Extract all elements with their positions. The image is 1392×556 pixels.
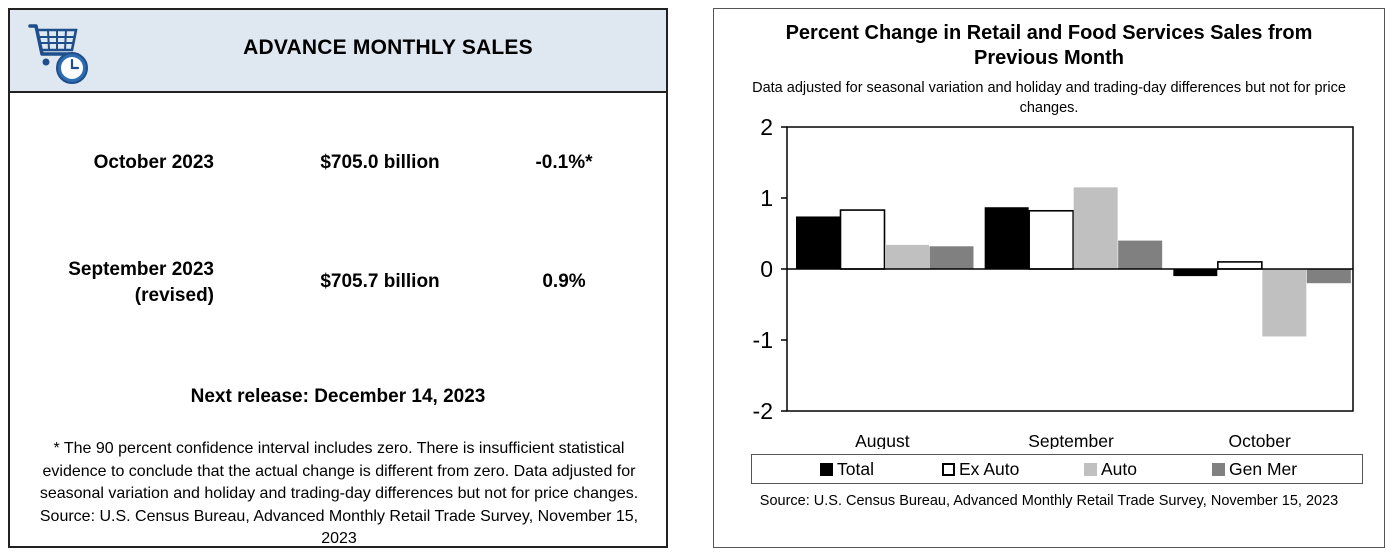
legend-label: Gen Mer [1229, 459, 1298, 479]
x-category-label: October [1229, 431, 1291, 449]
bar-ex-auto [1217, 261, 1263, 270]
chart-panel: Percent Change in Retail and Food Servic… [713, 8, 1385, 548]
bar-auto [1262, 269, 1307, 337]
chart-subtitle: Data adjusted for seasonal variation and… [752, 80, 1346, 116]
bar-gen-mer [1306, 269, 1351, 284]
row-percent-change: 0.9% [542, 271, 586, 292]
bar-gen-mer [929, 246, 974, 269]
bar-ex-auto [839, 209, 886, 270]
legend-label: Auto [1101, 459, 1137, 479]
bar-total [984, 207, 1029, 269]
legend-swatch [1212, 462, 1225, 476]
row-month-label: October 2023 [93, 152, 214, 173]
bar-total [796, 216, 840, 269]
row-month-sublabel: (revised) [134, 285, 214, 306]
row-sales-value: $705.7 billion [320, 271, 440, 292]
x-category-label: September [1028, 431, 1114, 449]
y-tick-label: 1 [760, 185, 773, 211]
row-sales-value: $705.0 billion [320, 152, 440, 173]
bar-chart: 2 1 0 -1 -2 August September October [753, 114, 1354, 449]
row-percent-change: -0.1%* [535, 152, 593, 173]
legend-swatch [942, 462, 955, 476]
bar-auto [1073, 187, 1118, 269]
legend-swatch [1084, 462, 1097, 476]
bar-total [1173, 269, 1218, 277]
row-month-label: September 2023 [68, 259, 214, 280]
legend-swatch [820, 462, 833, 476]
chart-legend: Total Ex Auto Auto Gen Mer [751, 454, 1363, 484]
y-tick-label: 0 [760, 256, 773, 282]
y-tick-label: -2 [753, 398, 773, 424]
footnote-text: * The 90 percent confidence interval inc… [39, 440, 639, 547]
summary-title: ADVANCE MONTHLY SALES [243, 36, 533, 59]
legend-item-ex-auto: Ex Auto [942, 459, 1019, 479]
shopping-cart-clock-icon [28, 24, 88, 84]
legend-label: Total [837, 459, 874, 479]
y-tick-label: 2 [760, 114, 773, 140]
x-category-label: August [855, 431, 910, 449]
bar-ex-auto [1028, 209, 1074, 270]
summary-header: ADVANCE MONTHLY SALES [10, 10, 666, 93]
bar-auto [885, 244, 929, 269]
chart-source-note: Source: U.S. Census Bureau, Advanced Mon… [759, 493, 1339, 509]
legend-item-gen-mer: Gen Mer [1212, 459, 1297, 479]
bar-gen-mer [1118, 240, 1163, 269]
legend-item-total: Total [820, 459, 874, 479]
chart-title: Percent Change in Retail and Food Servic… [785, 22, 1313, 69]
legend-label: Ex Auto [959, 459, 1020, 479]
y-tick-label: -1 [753, 327, 773, 353]
sales-summary-panel: ADVANCE MONTHLY SALES October 2023 $705.… [8, 8, 668, 548]
legend-item-auto: Auto [1084, 459, 1137, 479]
next-release-date: Next release: December 14, 2023 [190, 386, 486, 407]
